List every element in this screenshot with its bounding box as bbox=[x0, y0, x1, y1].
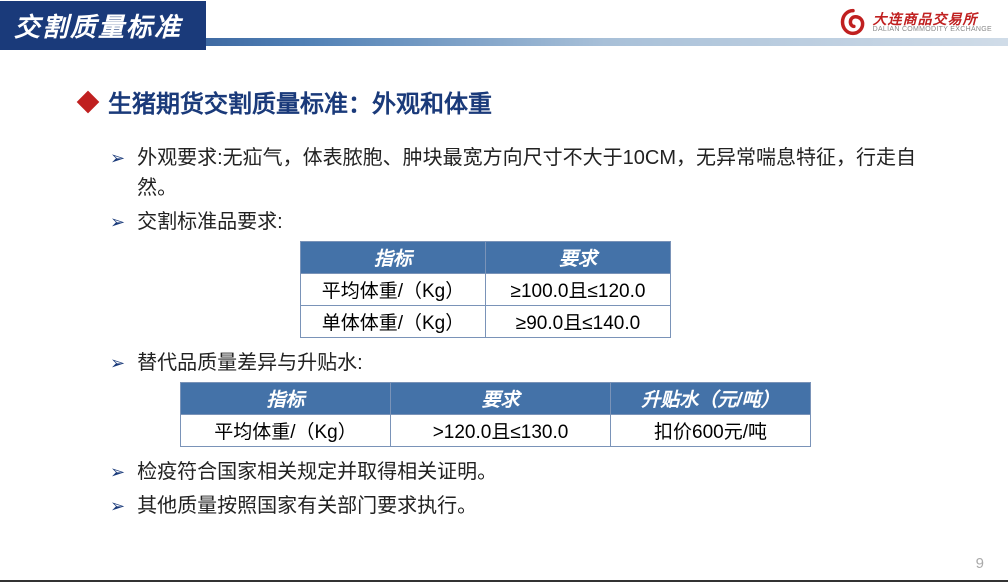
section-heading: 生猪期货交割质量标准：外观和体重 bbox=[80, 84, 948, 119]
arrow-icon: ➢ bbox=[110, 350, 125, 378]
table-cell: ≥90.0且≤140.0 bbox=[486, 306, 671, 338]
table-header-row: 指标 要求 bbox=[301, 242, 671, 274]
table-header: 升贴水（元/吨） bbox=[611, 383, 811, 415]
logo-text: 大连商品交易所 DALIAN COMMODITY EXCHANGE bbox=[873, 12, 992, 33]
arrow-icon: ➢ bbox=[110, 145, 125, 203]
standard-table: 指标 要求 平均体重/（Kg） ≥100.0且≤120.0 单体体重/（Kg） … bbox=[300, 241, 671, 338]
table-cell: 平均体重/（Kg） bbox=[301, 274, 486, 306]
page-number: 9 bbox=[976, 555, 984, 572]
table-cell: >120.0且≤130.0 bbox=[391, 415, 611, 447]
diamond-icon bbox=[77, 90, 100, 113]
brand-sub: DALIAN COMMODITY EXCHANGE bbox=[873, 26, 992, 33]
table-row: 单体体重/（Kg） ≥90.0且≤140.0 bbox=[301, 306, 671, 338]
list-item: ➢ 交割标准品要求: bbox=[110, 207, 948, 237]
list-item: ➢ 其他质量按照国家有关部门要求执行。 bbox=[110, 491, 948, 521]
table-header-row: 指标 要求 升贴水（元/吨） bbox=[181, 383, 811, 415]
bullet-text: 其他质量按照国家有关部门要求执行。 bbox=[137, 491, 948, 521]
table-header: 要求 bbox=[486, 242, 671, 274]
table-cell: 平均体重/（Kg） bbox=[181, 415, 391, 447]
table-row: 平均体重/（Kg） >120.0且≤130.0 扣价600元/吨 bbox=[181, 415, 811, 447]
table-cell: ≥100.0且≤120.0 bbox=[486, 274, 671, 306]
arrow-icon: ➢ bbox=[110, 493, 125, 521]
table-header: 指标 bbox=[301, 242, 486, 274]
table-cell: 单体体重/（Kg） bbox=[301, 306, 486, 338]
list-item: ➢ 替代品质量差异与升贴水: bbox=[110, 348, 948, 378]
header-bar: 交割质量标准 大连商品交易所 DALIAN COMMODITY EXCHANGE bbox=[0, 0, 1008, 50]
bullet-text: 外观要求:无疝气，体表脓胞、肿块最宽方向尺寸不大于10CM，无异常喘息特征，行走… bbox=[137, 143, 948, 203]
heading-text: 生猪期货交割质量标准：外观和体重 bbox=[108, 84, 492, 119]
arrow-icon: ➢ bbox=[110, 459, 125, 487]
bullet-text: 检疫符合国家相关规定并取得相关证明。 bbox=[137, 457, 948, 487]
page-title: 交割质量标准 bbox=[0, 1, 206, 50]
arrow-icon: ➢ bbox=[110, 209, 125, 237]
list-item: ➢ 检疫符合国家相关规定并取得相关证明。 bbox=[110, 457, 948, 487]
content: 生猪期货交割质量标准：外观和体重 ➢ 外观要求:无疝气，体表脓胞、肿块最宽方向尺… bbox=[0, 50, 1008, 521]
brand-name: 大连商品交易所 bbox=[873, 12, 992, 26]
table-header: 要求 bbox=[391, 383, 611, 415]
table-cell: 扣价600元/吨 bbox=[611, 415, 811, 447]
table-header: 指标 bbox=[181, 383, 391, 415]
bullet-list: ➢ 外观要求:无疝气，体表脓胞、肿块最宽方向尺寸不大于10CM，无异常喘息特征，… bbox=[80, 143, 948, 521]
logo-swirl-icon bbox=[839, 8, 867, 36]
bullet-text: 交割标准品要求: bbox=[137, 207, 948, 237]
brand-logo: 大连商品交易所 DALIAN COMMODITY EXCHANGE bbox=[839, 8, 992, 36]
table-row: 平均体重/（Kg） ≥100.0且≤120.0 bbox=[301, 274, 671, 306]
substitute-table: 指标 要求 升贴水（元/吨） 平均体重/（Kg） >120.0且≤130.0 扣… bbox=[180, 382, 811, 447]
bullet-text: 替代品质量差异与升贴水: bbox=[137, 348, 948, 378]
list-item: ➢ 外观要求:无疝气，体表脓胞、肿块最宽方向尺寸不大于10CM，无异常喘息特征，… bbox=[110, 143, 948, 203]
